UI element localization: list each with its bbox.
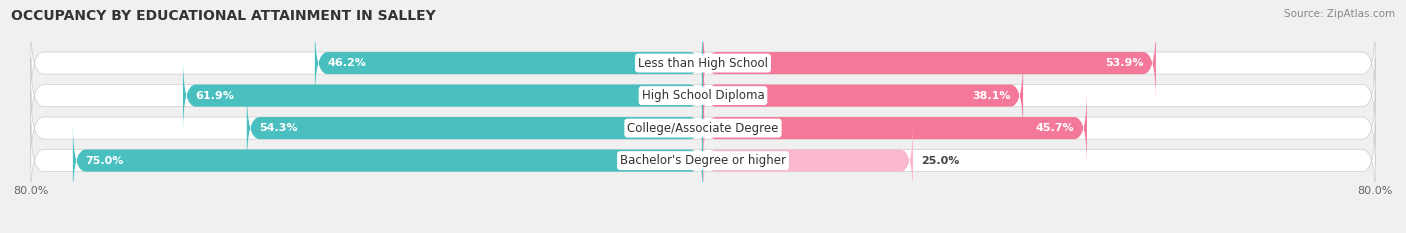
Text: Source: ZipAtlas.com: Source: ZipAtlas.com xyxy=(1284,9,1395,19)
Text: 45.7%: 45.7% xyxy=(1036,123,1074,133)
Text: Bachelor's Degree or higher: Bachelor's Degree or higher xyxy=(620,154,786,167)
Text: 46.2%: 46.2% xyxy=(328,58,367,68)
FancyBboxPatch shape xyxy=(31,123,1375,198)
Text: 61.9%: 61.9% xyxy=(195,91,235,101)
Text: 54.3%: 54.3% xyxy=(259,123,298,133)
Text: Less than High School: Less than High School xyxy=(638,57,768,70)
FancyBboxPatch shape xyxy=(703,123,912,198)
Legend: Owner-occupied, Renter-occupied: Owner-occupied, Renter-occupied xyxy=(572,230,834,233)
Text: College/Associate Degree: College/Associate Degree xyxy=(627,122,779,135)
FancyBboxPatch shape xyxy=(703,58,1024,133)
FancyBboxPatch shape xyxy=(183,58,703,133)
Text: OCCUPANCY BY EDUCATIONAL ATTAINMENT IN SALLEY: OCCUPANCY BY EDUCATIONAL ATTAINMENT IN S… xyxy=(11,9,436,23)
Text: 75.0%: 75.0% xyxy=(86,156,124,166)
Text: 38.1%: 38.1% xyxy=(972,91,1011,101)
FancyBboxPatch shape xyxy=(73,123,703,198)
FancyBboxPatch shape xyxy=(31,25,1375,101)
Text: 25.0%: 25.0% xyxy=(921,156,960,166)
Text: 53.9%: 53.9% xyxy=(1105,58,1143,68)
FancyBboxPatch shape xyxy=(315,25,703,101)
FancyBboxPatch shape xyxy=(31,90,1375,166)
FancyBboxPatch shape xyxy=(703,90,1087,166)
Text: High School Diploma: High School Diploma xyxy=(641,89,765,102)
FancyBboxPatch shape xyxy=(31,58,1375,133)
FancyBboxPatch shape xyxy=(247,90,703,166)
FancyBboxPatch shape xyxy=(703,25,1156,101)
